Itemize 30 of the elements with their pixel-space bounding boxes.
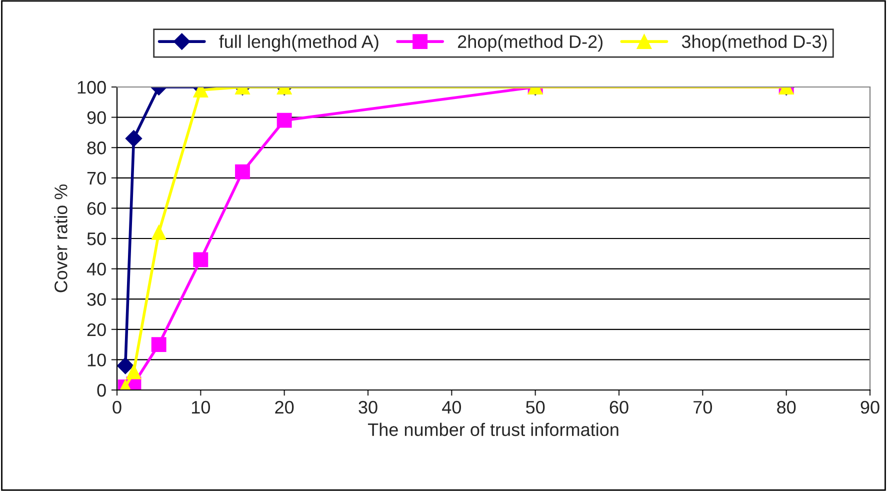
x-tick-label: 10: [192, 400, 210, 414]
y-tick-label: 10: [88, 354, 106, 366]
x-axis-title: The number of trust information: [368, 422, 618, 436]
x-tick-label: 40: [442, 400, 462, 414]
y-tick-label: 40: [86, 262, 106, 276]
x-tick-label: 50: [526, 400, 545, 414]
x-tick-label: 60: [610, 400, 628, 414]
x-tick-label: 20: [275, 400, 294, 414]
y-tick-label: 20: [87, 323, 106, 336]
y-tick-label: 100: [78, 80, 106, 94]
x-tick-label: 30: [358, 400, 378, 414]
point: [117, 357, 134, 374]
y-tick-label: 50: [87, 232, 106, 246]
x-tick-label: 80: [777, 400, 796, 414]
y-tick-label: 80: [87, 142, 106, 154]
x-tick-label: 90: [860, 400, 880, 414]
y-tick-label: 70: [87, 172, 106, 185]
y-tick-label: 60: [87, 202, 106, 215]
y-axis-title: Cover ratio %: [54, 184, 68, 292]
legend-label: 3hop(method D-3): [682, 34, 827, 52]
x-tick-label: 70: [694, 400, 712, 414]
y-tick-label: 0: [97, 384, 106, 397]
legend-label: 2hop(method D-2): [458, 34, 602, 52]
y-tick-label: 90: [87, 111, 106, 124]
x-tick-label: 0: [112, 400, 122, 414]
y-tick-label: 30: [87, 293, 106, 306]
point: [151, 337, 166, 352]
point: [126, 364, 142, 380]
legend-label: full lengh(method A): [219, 34, 378, 52]
point: [193, 252, 208, 268]
